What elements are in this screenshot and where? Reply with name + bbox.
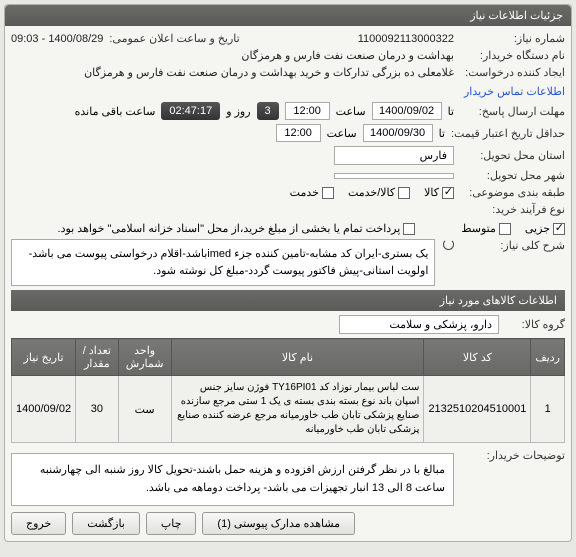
cb-medium-label: متوسط [461, 222, 496, 235]
countdown: 02:47:17 [161, 102, 220, 120]
print-button[interactable]: چاپ [146, 512, 197, 535]
cell-code: 2132510204510001 [424, 376, 531, 443]
cell-unit: ست [118, 376, 171, 443]
deadline-date: 1400/09/02 [372, 102, 442, 120]
row-subject-class: طبقه بندی موضوعی: کالا کالا/خدمت خدمت [11, 186, 565, 199]
time-label-2: ساعت [327, 127, 357, 140]
checkbox-icon [398, 187, 410, 199]
goods-group-label: گروه کالا: [505, 318, 565, 331]
row-city: شهر محل تحویل: [11, 169, 565, 182]
cb-goods-label: کالا [424, 186, 439, 199]
goods-table: ردیف کد کالا نام کالا واحد شمارش تعداد /… [11, 338, 565, 443]
creator-value: غلامعلی ده بزرگی تدارکات و خرید بهداشت و… [84, 66, 454, 79]
row-need-desc: شرح کلی نیاز: یک بستری-ایران کد مشابه-تا… [11, 239, 565, 286]
need-details-panel: جزئیات اطلاعات نیاز شماره نیاز: 11000921… [4, 4, 572, 542]
table-row: 1 2132510204510001 ست لباس بیمار نوزاد ک… [12, 376, 565, 443]
need-number-label: شماره نیاز: [460, 32, 565, 45]
row-province: استان محل تحویل: فارس [11, 146, 565, 165]
validity-time: 12:00 [276, 124, 321, 142]
purchase-type-checkboxes: جزیی متوسط پرداخت تمام یا بخشی از مبلغ خ… [58, 222, 565, 235]
province-label: استان محل تحویل: [460, 149, 565, 162]
row-delivery: توضیحات خریدار: مبالغ با در نظر گرفتن ار… [11, 449, 565, 506]
checkbox-icon [553, 223, 565, 235]
delivery-notes: مبالغ با در نظر گرفتن ارزش افزوده و هزین… [11, 453, 454, 506]
cb-minor-item: جزیی [525, 222, 565, 235]
checkbox-icon [322, 187, 334, 199]
delivery-label: توضیحات خریدار: [460, 449, 565, 462]
row-purchase-type: نوع فرآیند خرید: جزیی متوسط پرداخت تمام … [11, 203, 565, 235]
city-value [334, 173, 454, 179]
cb-service-item: خدمت [290, 186, 334, 199]
purchase-type-label: نوع فرآیند خرید: [460, 203, 565, 216]
cell-date: 1400/09/02 [12, 376, 76, 443]
deadline-ta: تا [448, 105, 454, 118]
subject-class-checkboxes: کالا کالا/خدمت خدمت [290, 186, 454, 199]
creator-label: ایجاد کننده درخواست: [460, 66, 565, 79]
subject-class-label: طبقه بندی موضوعی: [460, 186, 565, 199]
checkbox-icon [442, 187, 454, 199]
time-label-1: ساعت [336, 105, 366, 118]
cb-goods-item: کالا [424, 186, 454, 199]
th-unit: واحد شمارش [118, 339, 171, 376]
days-label: روز و [226, 105, 250, 118]
row-validity: حداقل تاریخ اعتبار قیمت: تا 1400/09/30 س… [11, 124, 565, 142]
deadline-label: مهلت ارسال پاسخ: [460, 105, 565, 118]
goods-section-header: اطلاعات کالاهای مورد نیاز [11, 290, 565, 311]
row-requester: نام دستگاه خریدار: بهداشت و درمان صنعت ن… [11, 49, 565, 62]
row-creator: ایجاد کننده درخواست: غلامعلی ده بزرگی تد… [11, 66, 565, 98]
cb-payment-item: پرداخت تمام یا بخشی از مبلغ خرید،از محل … [58, 222, 416, 235]
cb-services-item: کالا/خدمت [348, 186, 410, 199]
validity-ta: تا [439, 127, 445, 140]
announce-label: تاریخ و ساعت اعلان عمومی: [109, 32, 239, 45]
need-desc-text: یک بستری-ایران کد مشابه-تامین کننده جزء … [11, 239, 435, 286]
attachments-button[interactable]: مشاهده مدارک پیوستی (1) [202, 512, 355, 535]
th-code: کد کالا [424, 339, 531, 376]
checkbox-icon [499, 223, 511, 235]
goods-group-value: دارو، پزشکی و سلامت [339, 315, 499, 334]
checkbox-icon [403, 223, 415, 235]
validity-date: 1400/09/30 [363, 124, 433, 142]
th-qty: تعداد / مقدار [76, 339, 119, 376]
cell-qty: 30 [76, 376, 119, 443]
deadline-time: 12:00 [285, 102, 330, 120]
days-remaining: 3 [257, 102, 279, 120]
payment-note: پرداخت تمام یا بخشی از مبلغ خرید،از محل … [58, 222, 401, 235]
footer-buttons: خروج بازگشت چاپ مشاهده مدارک پیوستی (1) [11, 512, 565, 535]
cb-minor-label: جزیی [525, 222, 550, 235]
exit-button[interactable]: خروج [11, 512, 66, 535]
validity-label: حداقل تاریخ اعتبار قیمت: [451, 127, 565, 140]
requester-value: بهداشت و درمان صنعت نفت فارس و هرمزگان [241, 49, 454, 62]
row-goods-group: گروه کالا: دارو، پزشکی و سلامت [11, 315, 565, 334]
refresh-icon[interactable] [443, 239, 454, 250]
cb-services-label: کالا/خدمت [348, 186, 395, 199]
cb-medium-item: متوسط [461, 222, 511, 235]
panel-body: شماره نیاز: 1100092113000322 تاریخ و ساع… [5, 26, 571, 541]
cb-service-label: خدمت [290, 186, 319, 199]
table-header-row: ردیف کد کالا نام کالا واحد شمارش تعداد /… [12, 339, 565, 376]
remaining-label: ساعت باقی مانده [75, 105, 156, 118]
need-number-value: 1100092113000322 [358, 33, 454, 45]
row-need-number: شماره نیاز: 1100092113000322 تاریخ و ساع… [11, 32, 565, 45]
province-value: فارس [334, 146, 454, 165]
row-deadline: مهلت ارسال پاسخ: تا 1400/09/02 ساعت 12:0… [11, 102, 565, 120]
requester-label: نام دستگاه خریدار: [460, 49, 565, 62]
th-name: نام کالا [171, 339, 424, 376]
city-label: شهر محل تحویل: [460, 169, 565, 182]
need-desc-label: شرح کلی نیاز: [460, 239, 565, 252]
contact-link[interactable]: اطلاعات تماس خریدار [464, 85, 565, 98]
announce-value: 1400/08/29 - 09:03 [11, 33, 103, 45]
panel-title: جزئیات اطلاعات نیاز [5, 5, 571, 26]
cell-row: 1 [531, 376, 565, 443]
back-button[interactable]: بازگشت [72, 512, 140, 535]
th-date: تاریخ نیاز [12, 339, 76, 376]
th-row: ردیف [531, 339, 565, 376]
cell-name: ست لباس بیمار نوزاد کد TY16PI01 فوژن سای… [171, 376, 424, 443]
